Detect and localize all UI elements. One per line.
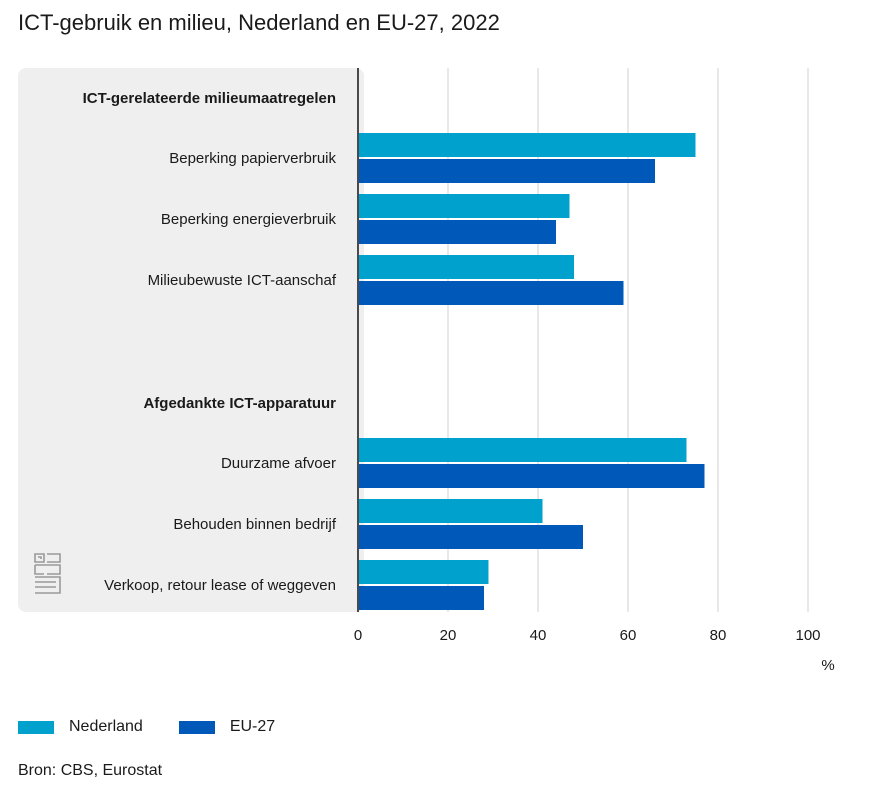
bar-eu27-1 [358,220,556,244]
bar-nederland-4 [358,499,543,523]
bar-eu27-3 [358,464,705,488]
bar-nederland-0 [358,133,696,157]
category-label-3: Duurzame afvoer [221,455,336,472]
bar-nederland-5 [358,560,489,584]
legend-label-eu27: EU-27 [229,718,276,735]
legend: Nederland EU-27 [18,716,311,738]
x-tick-label-20: 20 [440,627,457,644]
category-label-0: Beperking papierverbruik [169,150,336,167]
category-label-2: Milieubewuste ICT-aanschaf [148,272,337,289]
bar-eu27-5 [358,586,484,610]
x-tick-label-60: 60 [620,627,637,644]
legend-swatch-eu27 [178,720,215,734]
bar-eu27-2 [358,281,624,305]
bar-nederland-3 [358,438,687,462]
legend-item-eu27: EU-27 [178,718,276,736]
group-label-1: Afgedankte ICT-apparatuur [143,395,336,412]
x-tick-label-40: 40 [530,627,547,644]
legend-swatch-nederland [18,720,54,734]
legend-label-nederland: Nederland [69,718,143,735]
legend-item-nederland: Nederland [18,718,143,736]
bar-eu27-0 [358,159,655,183]
group-label-0: ICT-gerelateerde milieumaatregelen [83,90,336,107]
category-label-5: Verkoop, retour lease of weggeven [104,577,336,594]
chart-title: ICT-gebruik en milieu, Nederland en EU-2… [18,10,500,35]
label-panel [18,68,364,612]
x-tick-label-0: 0 [354,627,362,644]
category-label-1: Beperking energieverbruik [161,211,337,228]
bar-nederland-1 [358,194,570,218]
bar-nederland-2 [358,255,574,279]
x-tick-label-80: 80 [710,627,727,644]
cbs-logo-icon [34,553,61,594]
bar-eu27-4 [358,525,583,549]
x-axis-label: % [821,657,834,674]
bar-chart: 0 20 40 60 80 100% ICT-gerelateerde milieumaat… [18,68,835,674]
x-tick-label-100: 100 [795,627,820,644]
category-label-4: Behouden binnen bedrijf [173,516,336,533]
source-note: Bron: CBS, Eurostat [18,762,163,779]
